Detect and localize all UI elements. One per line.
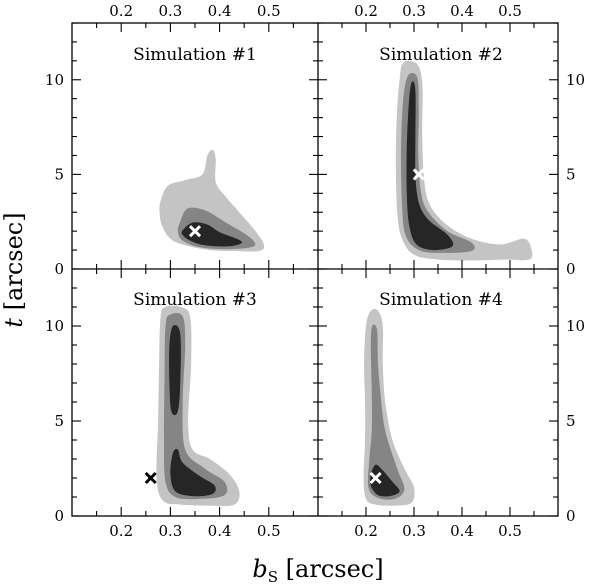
- y-tick-label: 5: [54, 412, 64, 430]
- panel-3-true-value-marker: [144, 471, 157, 485]
- panel-3-title: Simulation #3: [133, 290, 257, 310]
- x-tick-label: 0.3: [402, 522, 426, 540]
- panel-2-contour-3: [406, 81, 454, 251]
- x-tick-label: 0.4: [208, 522, 232, 540]
- panel-4-true-value-marker: [369, 471, 382, 485]
- x-tick-label: 0.2: [109, 522, 133, 540]
- panel-3-contour-3: [169, 325, 181, 416]
- panel-2-contours: [395, 60, 533, 261]
- x-axis-label: bS [arcsec]: [252, 555, 383, 585]
- panel-1: Simulation #1: [133, 45, 265, 252]
- panel-2-title: Simulation #2: [379, 45, 503, 65]
- axis-tick-labels: 0.2 0.3 0.4 0.5 0 5 10 0.2 0.3 0.4 0.5 0 5 10 0.2 0.3 0.…: [45, 2, 585, 540]
- panel-4-marker: [369, 471, 382, 485]
- panel-3-contours: [156, 305, 240, 507]
- y-tick-label: 10: [45, 317, 64, 335]
- axis-ticks: [72, 22, 558, 517]
- y-tick-label: 5: [566, 165, 576, 183]
- y-tick-label: 5: [566, 412, 576, 430]
- panel-2-contour-1: [395, 60, 533, 261]
- x-tick-label: 0.3: [158, 2, 182, 20]
- panel-3-marker: [144, 471, 157, 485]
- panel-1-true-value-marker: [188, 225, 202, 238]
- panel-2-marker: [412, 168, 425, 181]
- x-tick-label: 0.3: [158, 522, 182, 540]
- x-tick-label: 0.4: [208, 2, 232, 20]
- x-tick-label: 0.5: [498, 522, 522, 540]
- y-tick-label: 0: [566, 507, 576, 525]
- y-tick-label: 0: [566, 260, 576, 278]
- y-tick-label: 10: [566, 317, 585, 335]
- x-tick-label: 0.2: [109, 2, 133, 20]
- panel-4-contour-2: [367, 324, 405, 500]
- x-tick-label: 0.3: [402, 2, 426, 20]
- y-tick-label: 10: [566, 71, 585, 89]
- y-tick-label: 0: [54, 260, 64, 278]
- panel-4-contour-3: [370, 464, 400, 497]
- x-tick-label: 0.5: [257, 2, 281, 20]
- y-axis-label: t [arcsec]: [0, 212, 28, 327]
- y-tick-label: 5: [54, 165, 64, 183]
- x-tick-label: 0.4: [450, 522, 474, 540]
- y-tick-label: 0: [54, 507, 64, 525]
- x-tick-label: 0.2: [354, 2, 378, 20]
- x-tick-label: 0.5: [257, 522, 281, 540]
- panel-4: Simulation #4: [363, 290, 503, 506]
- panel-4-contours: [363, 308, 415, 506]
- panel-1-contours: [159, 149, 265, 252]
- y-tick-label: 10: [45, 71, 64, 89]
- panel-1-marker: [188, 225, 202, 238]
- x-tick-label: 0.2: [354, 522, 378, 540]
- panel-3: Simulation #3: [133, 290, 257, 507]
- panel-3-contour-4: [170, 448, 216, 497]
- panel-2: Simulation #2: [379, 45, 533, 261]
- panel-1-title: Simulation #1: [133, 45, 257, 65]
- panel-4-title: Simulation #4: [379, 290, 503, 310]
- x-tick-label: 0.4: [450, 2, 474, 20]
- x-tick-label: 0.5: [498, 2, 522, 20]
- panel-2-true-value-marker: [412, 168, 425, 181]
